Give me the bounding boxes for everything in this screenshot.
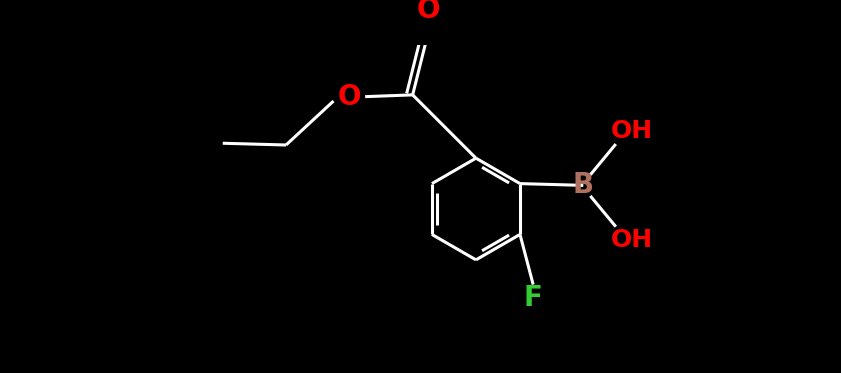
Text: O: O <box>337 83 361 111</box>
Text: O: O <box>417 0 440 23</box>
Text: OH: OH <box>611 119 653 143</box>
Text: OH: OH <box>611 228 653 252</box>
Text: F: F <box>524 284 542 312</box>
Text: B: B <box>573 171 594 199</box>
